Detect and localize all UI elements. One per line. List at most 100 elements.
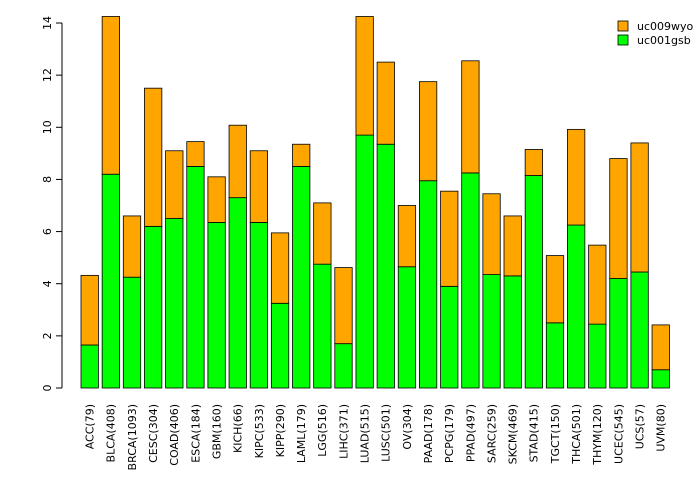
bar-uc001gsb bbox=[524, 175, 543, 389]
bar-uc001gsb bbox=[418, 180, 438, 389]
bar-uc001gsb bbox=[313, 263, 332, 389]
bar-uc009wyo bbox=[567, 128, 586, 226]
x-tick-label: ESCA(184) bbox=[189, 404, 202, 463]
x-tick-label: OV(304) bbox=[401, 404, 414, 450]
y-tick-label: 12 bbox=[41, 68, 54, 82]
bar-uc001gsb bbox=[292, 165, 311, 389]
x-tick-label: KIPC(533) bbox=[253, 404, 266, 458]
bar-uc001gsb bbox=[207, 222, 226, 389]
bar-uc009wyo bbox=[482, 193, 501, 275]
x-tick-label: BLCA(408) bbox=[105, 404, 118, 462]
x-tick-label: LUAD(515) bbox=[359, 404, 372, 463]
bar-uc009wyo bbox=[503, 215, 522, 277]
bar-uc001gsb bbox=[503, 275, 522, 389]
x-tick-label: COAD(406) bbox=[168, 404, 181, 466]
bar-uc009wyo bbox=[165, 150, 184, 219]
bar-uc001gsb bbox=[355, 134, 374, 389]
bar-uc009wyo bbox=[588, 244, 607, 325]
legend-label-uc001gsb: uc001gsb bbox=[637, 34, 691, 47]
bar-uc009wyo bbox=[270, 232, 290, 304]
bar-uc009wyo bbox=[144, 87, 163, 227]
bar-uc009wyo bbox=[207, 176, 226, 223]
bar-uc001gsb bbox=[186, 165, 205, 389]
bar-uc001gsb bbox=[567, 224, 586, 389]
x-tick-label: KIPP(290) bbox=[274, 404, 287, 457]
bar-uc009wyo bbox=[418, 81, 438, 182]
bar-uc009wyo bbox=[630, 142, 649, 273]
bar-uc001gsb bbox=[651, 369, 670, 389]
x-tick-label: THCA(501) bbox=[570, 404, 583, 465]
bar-uc009wyo bbox=[228, 124, 247, 199]
x-tick-label: PAAD(178) bbox=[422, 404, 435, 463]
bar-uc009wyo bbox=[376, 61, 395, 145]
bar-uc001gsb bbox=[376, 143, 395, 389]
bar-uc009wyo bbox=[292, 143, 311, 167]
x-tick-label: TGCT(150) bbox=[549, 404, 562, 464]
x-tick-label: UCS(57) bbox=[633, 404, 646, 449]
bar-uc009wyo bbox=[101, 16, 120, 175]
x-tick-label: LIHC(371) bbox=[337, 404, 350, 459]
x-tick-label: BRCA(1093) bbox=[126, 404, 139, 470]
y-tick-label: 6 bbox=[41, 228, 54, 235]
y-tick-label: 4 bbox=[41, 280, 54, 287]
x-tick-label: PPAD(497) bbox=[464, 404, 477, 462]
bar-uc001gsb bbox=[165, 218, 184, 389]
x-tick-label: LGG(516) bbox=[316, 404, 329, 457]
bar-uc009wyo bbox=[609, 158, 628, 279]
bar-uc009wyo bbox=[524, 149, 543, 176]
bar-uc001gsb bbox=[397, 266, 417, 389]
y-tick-label: 14 bbox=[41, 16, 54, 30]
bar-uc009wyo bbox=[545, 255, 565, 324]
legend-label-uc009wyo: uc009wyo bbox=[637, 20, 694, 33]
bar-uc009wyo bbox=[355, 16, 374, 136]
x-tick-label: LUSC(501) bbox=[380, 404, 393, 462]
legend-swatch-uc001gsb bbox=[617, 34, 629, 46]
bar-uc001gsb bbox=[228, 197, 247, 389]
bar-uc001gsb bbox=[630, 271, 649, 389]
x-tick-label: PCPG(179) bbox=[443, 404, 456, 463]
y-axis: 0 2 4 6 8 10 12 14 bbox=[41, 16, 63, 392]
bar-uc001gsb bbox=[270, 302, 290, 389]
bars bbox=[80, 16, 670, 389]
x-tick-label: LAML(179) bbox=[295, 404, 308, 463]
bar-uc001gsb bbox=[249, 222, 268, 389]
y-tick-label: 0 bbox=[41, 385, 54, 392]
bar-uc001gsb bbox=[122, 276, 142, 389]
bar-uc009wyo bbox=[249, 150, 268, 223]
bar-uc009wyo bbox=[313, 202, 332, 265]
y-tick-label: 8 bbox=[41, 176, 54, 183]
y-tick-label: 2 bbox=[41, 332, 54, 339]
bar-uc009wyo bbox=[397, 205, 417, 268]
bar-uc009wyo bbox=[186, 141, 205, 167]
x-axis-labels: ACC(79) BLCA(408) BRCA(1093) CESC(304) COAD(… bbox=[84, 404, 668, 470]
x-tick-label: SKCM(469) bbox=[507, 404, 520, 464]
bar-uc001gsb bbox=[101, 173, 120, 389]
bar-uc001gsb bbox=[144, 225, 163, 389]
bar-uc001gsb bbox=[80, 344, 99, 389]
bar-uc009wyo bbox=[461, 60, 480, 174]
bar-uc001gsb bbox=[588, 323, 607, 389]
legend-swatch-uc009wyo bbox=[617, 20, 629, 32]
x-tick-label: CESC(304) bbox=[147, 404, 160, 463]
bar-uc009wyo bbox=[440, 190, 459, 287]
x-tick-label: STAD(415) bbox=[528, 404, 541, 462]
y-tick-label: 10 bbox=[41, 120, 54, 134]
x-tick-label: KICH(66) bbox=[232, 404, 245, 453]
bar-uc009wyo bbox=[122, 215, 142, 278]
x-tick-label: ACC(79) bbox=[84, 404, 97, 449]
bar-uc001gsb bbox=[440, 285, 459, 389]
x-tick-label: THYM(120) bbox=[591, 404, 604, 466]
bar-uc009wyo bbox=[651, 324, 670, 371]
bar-uc001gsb bbox=[545, 322, 565, 389]
bar-uc009wyo bbox=[334, 267, 353, 345]
x-tick-label: UCEC(545) bbox=[612, 404, 625, 464]
bar-uc009wyo bbox=[80, 274, 99, 346]
bar-uc001gsb bbox=[482, 274, 501, 389]
x-tick-label: SARC(259) bbox=[485, 404, 498, 463]
bar-uc001gsb bbox=[461, 172, 480, 389]
x-tick-label: UVM(80) bbox=[655, 404, 668, 452]
bar-uc001gsb bbox=[609, 278, 628, 389]
x-tick-label: GBM(160) bbox=[210, 404, 223, 459]
